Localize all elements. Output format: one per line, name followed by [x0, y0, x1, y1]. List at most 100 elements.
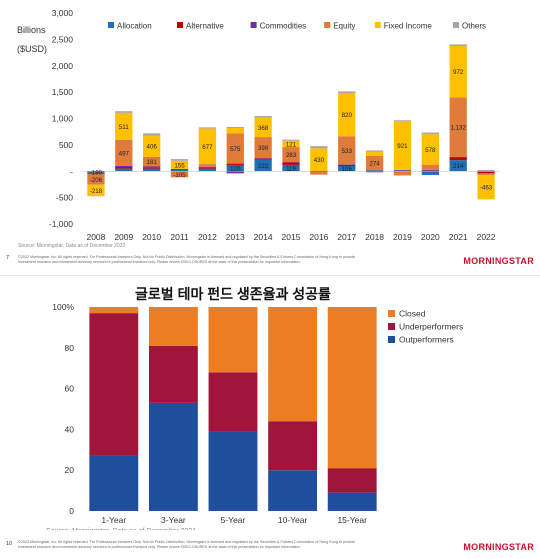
- y-tick-label: 60: [65, 384, 75, 394]
- bar-segment-commodities-2021: [449, 157, 467, 158]
- legend-label-allocation: Allocation: [117, 22, 152, 31]
- data-label: 497: [119, 150, 130, 157]
- y-tick-label: 0: [69, 506, 74, 516]
- x-tick-label: 2019: [393, 232, 412, 242]
- bar-segment-fixed-income-2011: [170, 160, 189, 169]
- data-label: -105: [173, 172, 186, 179]
- data-label: -190: [90, 170, 103, 177]
- legend-label-alternative: Alternative: [186, 22, 224, 31]
- legend-swatch-others: [453, 22, 459, 28]
- legend-swatch-equity: [324, 22, 331, 28]
- bar-segment-allocation-2008: [87, 171, 105, 173]
- bar-segment-others-2009: [115, 111, 133, 113]
- data-label: 120: [230, 166, 241, 173]
- bar-segment-fixed-income-2008: [87, 184, 105, 197]
- bar-segment-equity-2014: [254, 137, 272, 159]
- bar-segment-allocation-2009: [115, 168, 133, 172]
- y-tick-label: 100%: [52, 302, 74, 312]
- data-label: 274: [369, 160, 380, 167]
- legend-swatch-underperformers: [388, 323, 395, 330]
- data-label: 430: [314, 157, 325, 164]
- chart-source: Source: Morningstar, Data as of December…: [46, 528, 196, 530]
- data-label: -463: [480, 185, 493, 192]
- y-tick-label: 3,000: [52, 8, 74, 18]
- legend-label-closed: Closed: [399, 309, 426, 319]
- bar-segment-outperformers-10-year: [268, 470, 318, 511]
- bar-segment-outperformers-5-year: [208, 431, 258, 511]
- bar-segment-others-2019: [393, 120, 412, 122]
- morningstar-logo: MORNINGSTAR: [463, 542, 534, 552]
- x-tick-label: 5-Year: [221, 515, 246, 525]
- data-label: 222: [258, 163, 269, 170]
- chart-title: 글로벌 테마 펀드 생존율과 성공률: [135, 286, 331, 302]
- y-axis-label-line2: ($USD): [17, 44, 48, 54]
- x-tick-label: 15-Year: [337, 515, 367, 525]
- bar-segment-alternative-2017: [338, 164, 356, 166]
- y-tick-label: 80: [65, 343, 75, 353]
- bar-segment-equity-2009: [115, 139, 133, 166]
- bar-segment-allocation-2018: [365, 170, 384, 172]
- legend-swatch-outperformers: [388, 336, 395, 343]
- bar-segment-fixed-income-2019: [393, 121, 412, 170]
- bar-segment-commodities-2013: [226, 171, 244, 174]
- bar-segment-alternative-2013: [226, 163, 244, 165]
- bar-segment-allocation-2020: [421, 171, 439, 175]
- data-label: 283: [286, 152, 297, 159]
- bar-segment-underperformers-15-year: [327, 468, 377, 493]
- bar-segment-equity-2017: [338, 136, 356, 165]
- data-label: -218: [90, 188, 103, 195]
- y-tick-label: 20: [65, 465, 75, 475]
- legend-swatch-closed: [388, 310, 395, 317]
- bar-segment-equity-2016: [310, 172, 328, 175]
- bar-segment-allocation-2017: [338, 165, 356, 172]
- y-tick-label: 2,000: [52, 61, 74, 71]
- data-label: 106: [342, 166, 353, 173]
- bar-segment-alternative-2022: [477, 171, 495, 174]
- data-label: 578: [425, 147, 436, 154]
- legend-swatch-fixed-income: [374, 22, 381, 28]
- bar-segment-fixed-income-2009: [115, 112, 133, 140]
- data-label: 972: [453, 69, 464, 76]
- bar-segment-equity-2020: [421, 164, 439, 170]
- x-tick-label: 2022: [477, 232, 496, 242]
- data-label: 820: [342, 112, 353, 119]
- bar-segment-allocation-2015: [282, 164, 300, 172]
- bar-segment-underperformers-5-year: [208, 372, 258, 432]
- data-label: 368: [258, 125, 269, 132]
- bar-segment-allocation-2021: [449, 160, 467, 172]
- bar-segment-equity-2010: [143, 156, 161, 167]
- page-number: 7: [6, 255, 10, 261]
- bar-segment-others-2012: [198, 127, 217, 129]
- bar-segment-allocation-2012: [198, 168, 217, 172]
- bar-segment-others-2020: [421, 132, 439, 135]
- theme-fund-survival-stacked-bar-chart: 글로벌 테마 펀드 생존율과 성공률 0 20 40 60 80 100% 1-Year 3-Y…: [46, 286, 463, 530]
- bar-segment-equity-2011: [170, 171, 189, 178]
- bar-segment-equity-2018: [365, 155, 384, 171]
- bar-segment-equity-2012: [198, 164, 217, 167]
- bar-segment-equity-2021: [449, 97, 467, 158]
- bar-segment-others-2016: [310, 146, 328, 149]
- bar-segment-alternative-2021: [449, 157, 467, 161]
- bar-segment-outperformers-1-year: [89, 455, 139, 511]
- data-label: 921: [397, 143, 408, 150]
- y-axis-label-line1: Billions: [17, 25, 46, 35]
- bar-segment-alternative-2009: [115, 167, 133, 169]
- y-tick-label: 1,000: [52, 114, 74, 124]
- disclaimer-line-2: investment research and investment advis…: [18, 260, 301, 264]
- x-tick-label: 2016: [309, 232, 328, 242]
- legend-label-outperformers: Outperformers: [399, 335, 454, 345]
- y-tick-label: -1,000: [49, 219, 73, 229]
- bar-segment-allocation-2011: [170, 169, 189, 172]
- x-tick-label: 2010: [142, 232, 161, 242]
- bar-segment-alternative-2018: [365, 171, 384, 173]
- x-tick-label: 3-Year: [161, 515, 186, 525]
- x-tick-label: 2011: [170, 232, 189, 242]
- x-tick-label: 2015: [282, 232, 301, 242]
- y-tick-label: 40: [65, 424, 75, 434]
- x-tick-label: 10-Year: [278, 515, 308, 525]
- bar-segment-commodities-2020: [421, 169, 439, 171]
- y-tick-label: 2,500: [52, 34, 74, 44]
- morningstar-logo: MORNINGSTAR: [463, 256, 534, 266]
- bar-segment-equity-2022: [477, 173, 495, 175]
- data-label: 398: [258, 145, 269, 152]
